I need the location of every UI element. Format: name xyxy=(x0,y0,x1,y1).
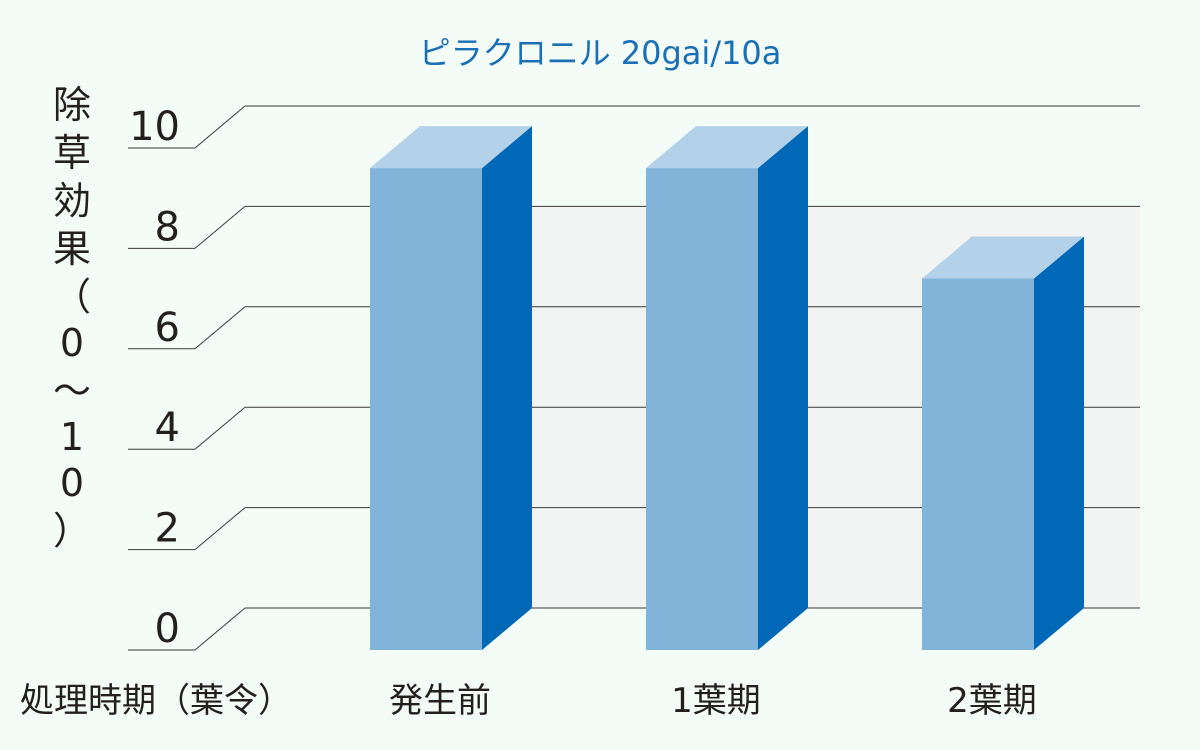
y-tick-label: 0 xyxy=(155,606,180,652)
bars-group xyxy=(370,126,1084,650)
grid-diagonal xyxy=(194,306,246,350)
bar-top xyxy=(922,236,1084,279)
grid-diagonal xyxy=(194,607,246,651)
y-tick-label: 4 xyxy=(155,405,180,451)
bar-front xyxy=(646,168,758,650)
y-tick-label: 6 xyxy=(155,305,180,351)
bar-front xyxy=(370,168,482,650)
x-axis-label: 処理時期（葉令） xyxy=(20,681,292,721)
bar xyxy=(922,236,1084,650)
y-tick-label: 8 xyxy=(155,204,180,250)
x-category-label: 発生前 xyxy=(389,681,491,721)
bar-side xyxy=(758,126,808,650)
chart-title: ピラクロニル 20gai/10a xyxy=(419,34,782,72)
y-axis-label: 除草効果（ 0 〜 1 0） xyxy=(53,83,91,553)
grid-diagonal xyxy=(194,105,246,149)
bar-top xyxy=(370,126,532,169)
x-category-label: 2葉期 xyxy=(947,681,1037,721)
y-tick-label: 10 xyxy=(129,104,180,150)
grid-diagonal xyxy=(194,507,246,550)
bar xyxy=(646,126,808,650)
x-categories-group: 発生前 1葉期 2葉期 xyxy=(389,681,1037,721)
grid-diagonal xyxy=(194,206,246,249)
y-ticks-group: 0 2 4 6 8 10 xyxy=(129,104,180,652)
bar-top xyxy=(646,126,808,169)
bar-side xyxy=(1034,236,1084,650)
x-category-label: 1葉期 xyxy=(671,681,761,721)
bar-side xyxy=(482,126,532,650)
grid-diagonal xyxy=(194,406,246,450)
bar xyxy=(370,126,532,650)
bar-front xyxy=(922,278,1034,650)
y-tick-label: 2 xyxy=(155,506,180,552)
